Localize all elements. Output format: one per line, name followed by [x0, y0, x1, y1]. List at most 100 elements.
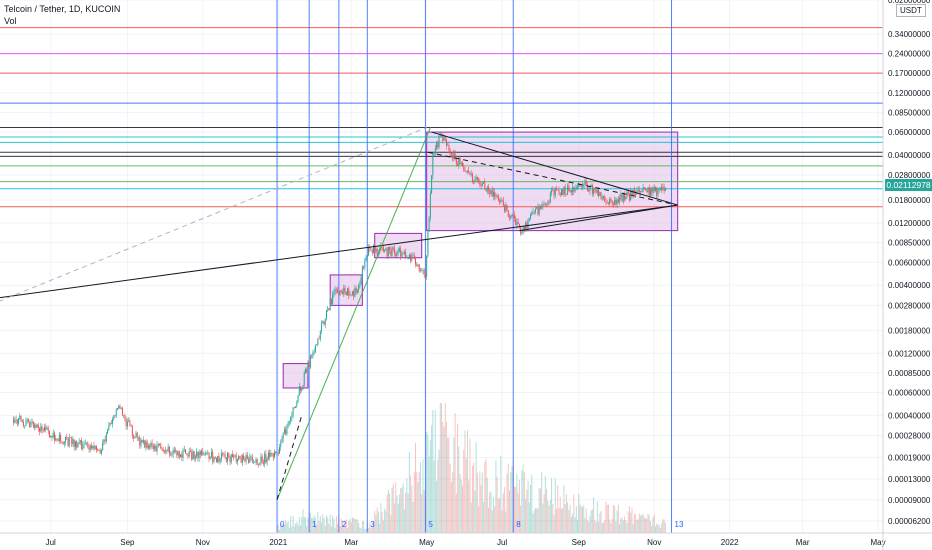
candle-body	[533, 211, 535, 213]
candle-body	[339, 290, 341, 295]
volume-bar	[607, 504, 609, 533]
volume-bar	[372, 521, 374, 533]
candle-body	[426, 255, 428, 277]
trendline	[519, 204, 678, 232]
candle-body	[563, 186, 565, 195]
volume-bar	[504, 486, 506, 533]
volume-bar	[433, 460, 435, 533]
volume-bar	[426, 431, 428, 533]
volume-bar	[297, 524, 299, 533]
price-axis-label: 0.08500000	[888, 108, 931, 117]
volume-bar	[509, 490, 511, 533]
candle-body	[381, 245, 383, 248]
price-axis-label: 0.00040000	[888, 411, 931, 420]
candle-body	[203, 453, 205, 455]
volume-bar	[621, 517, 623, 533]
volume-bar	[350, 522, 352, 533]
candle-body	[115, 409, 117, 416]
volume-bar	[327, 517, 329, 533]
volume-bar	[410, 475, 412, 533]
volume-bar	[484, 461, 486, 533]
volume-bar	[439, 403, 441, 533]
candle-body	[34, 424, 36, 428]
candle-body	[74, 441, 76, 448]
price-axis-label: 0.06000000	[888, 128, 931, 137]
volume-bar	[500, 456, 502, 533]
candle-body	[591, 185, 593, 194]
candle-body	[248, 459, 250, 463]
volume-bar	[662, 519, 664, 533]
candle-body	[410, 254, 412, 261]
candle-body	[384, 249, 386, 252]
candle-body	[52, 432, 54, 438]
candle-body	[209, 456, 211, 459]
volume-bar	[625, 519, 627, 533]
candle-body	[343, 287, 345, 295]
price-axis-label: 0.00400000	[888, 281, 931, 290]
candle-body	[626, 191, 628, 198]
candle-body	[274, 451, 276, 458]
volume-bar	[645, 518, 647, 533]
volume-bar	[351, 517, 353, 533]
volume-bar	[575, 506, 577, 533]
candle-body	[650, 188, 651, 196]
volume-bar	[511, 466, 513, 533]
volume-bar	[476, 472, 478, 533]
candle-body	[596, 189, 598, 193]
volume-bar	[664, 522, 666, 533]
volume-bar	[541, 472, 543, 533]
candle-body	[489, 190, 491, 194]
candle-body	[58, 434, 60, 441]
volume-bar	[349, 518, 351, 533]
candle-body	[437, 142, 439, 148]
candle-body	[155, 446, 157, 452]
candle-body	[324, 318, 326, 325]
volume-bar	[617, 504, 619, 533]
volume-bar	[396, 495, 398, 533]
volume-bar	[379, 523, 381, 533]
volume-bar	[453, 437, 455, 533]
candle-body	[35, 424, 37, 428]
volume-bar	[581, 506, 583, 533]
candle-body	[652, 187, 654, 193]
candle-body	[505, 204, 507, 212]
volume-bar	[407, 493, 409, 533]
candle-body	[577, 186, 579, 188]
candle-body	[584, 180, 586, 186]
candle-body	[177, 451, 179, 456]
candle-body	[213, 456, 215, 462]
candle-body	[259, 463, 261, 465]
candle-body	[500, 199, 502, 203]
currency-badge[interactable]: USDT	[896, 4, 926, 17]
volume-bar	[353, 517, 355, 533]
candle-body	[18, 418, 20, 424]
volume-bar	[466, 430, 468, 533]
candle-body	[186, 453, 188, 455]
candle-body	[598, 189, 600, 197]
candle-body	[262, 461, 264, 464]
candle-body	[201, 450, 203, 455]
candle-body	[511, 214, 513, 216]
volume-bar	[532, 513, 534, 533]
volume-bar	[376, 507, 378, 533]
candle-body	[463, 166, 465, 171]
candle-body	[40, 426, 42, 432]
candle-body	[466, 170, 468, 172]
candle-body	[63, 441, 65, 445]
candle-body	[304, 369, 306, 373]
candle-body	[223, 453, 225, 455]
candle-body	[307, 361, 309, 373]
candle-body	[474, 179, 476, 182]
volume-bar	[382, 520, 384, 533]
volume-bar	[628, 506, 630, 533]
volume-bar	[537, 508, 539, 533]
candle-body	[136, 432, 138, 438]
volume-bar	[385, 510, 387, 533]
candle-body	[583, 185, 585, 186]
candle-body	[486, 187, 488, 192]
volume-bar	[281, 523, 283, 533]
candle-body	[81, 440, 83, 450]
volume-bar	[586, 519, 588, 533]
volume-bar	[591, 509, 593, 533]
